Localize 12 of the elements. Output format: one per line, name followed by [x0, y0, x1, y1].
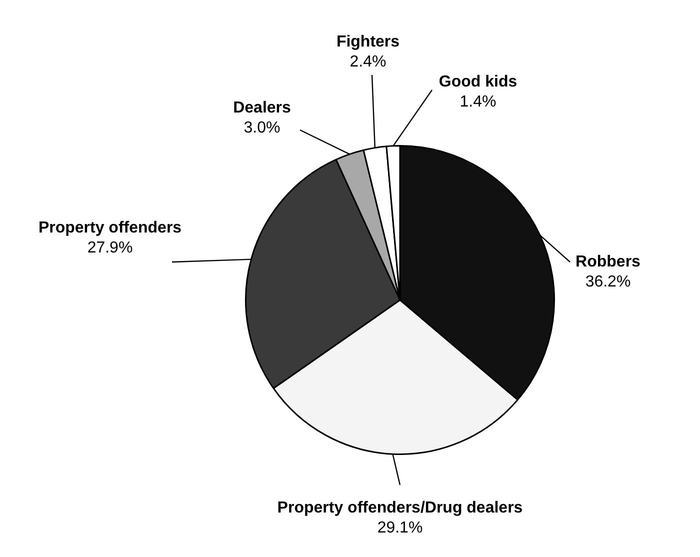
data-label: 36.2% [585, 273, 631, 290]
data-label: 2.4% [350, 53, 386, 70]
slice-label: Robbers [576, 253, 641, 270]
slice-label: Property offenders [38, 219, 182, 236]
data-label: 3.0% [244, 119, 280, 136]
data-label: 1.4% [460, 93, 496, 110]
data-label: 27.9% [87, 239, 133, 256]
data-label: 29.1% [377, 519, 423, 536]
slice-label: Fighters [336, 33, 400, 50]
slice-label: Good kids [438, 73, 518, 90]
slice-label: Dealers [233, 99, 292, 116]
slice-label: Property offenders/Drug dealers [277, 499, 523, 516]
